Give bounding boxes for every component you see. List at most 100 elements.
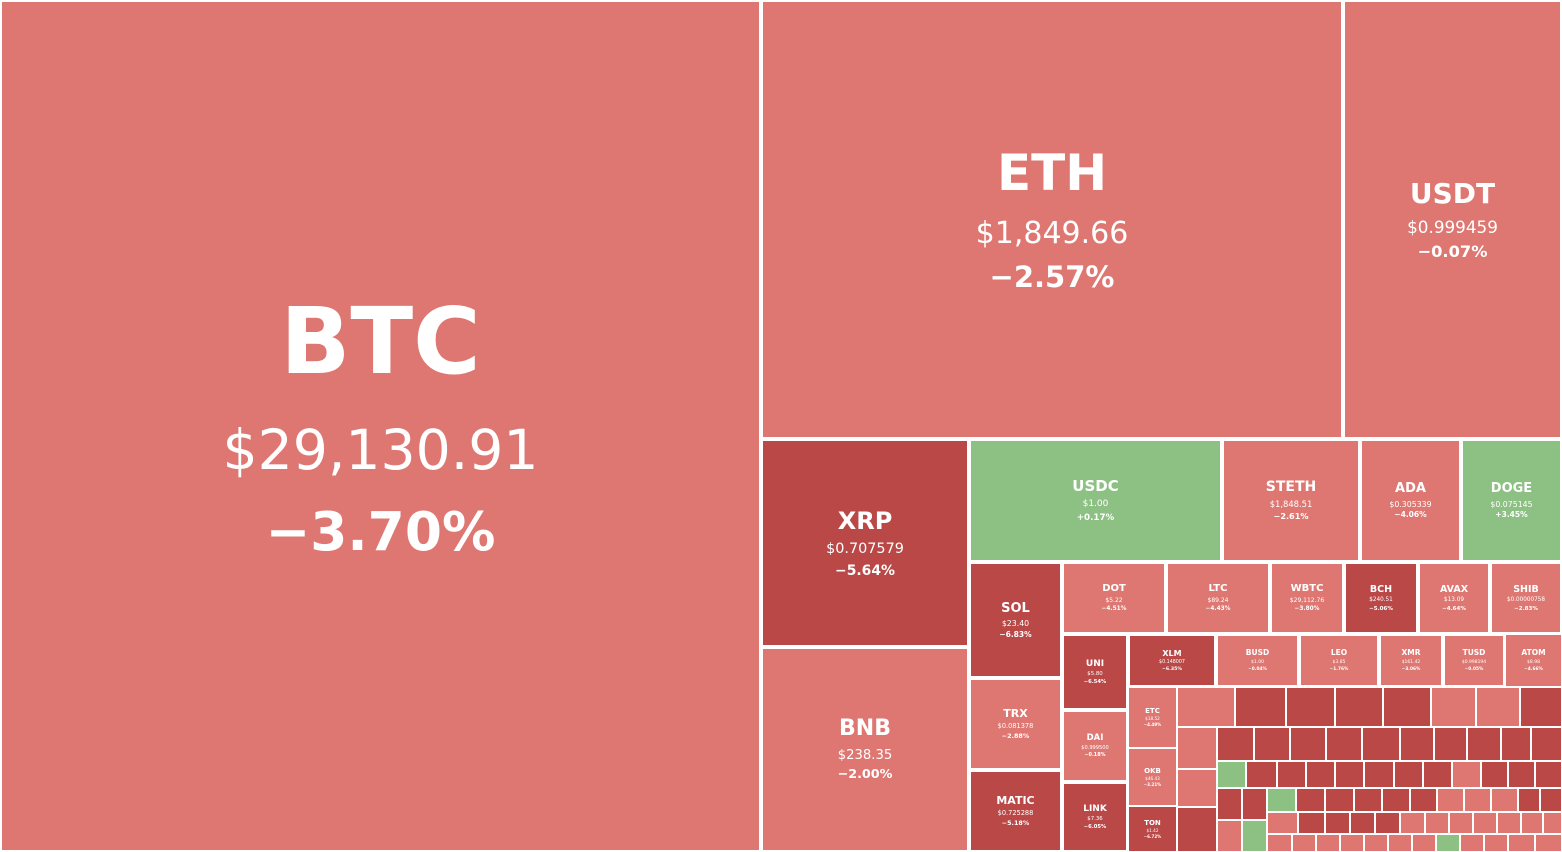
treemap-tile[interactable]: [1497, 812, 1521, 834]
treemap-tile[interactable]: [1388, 834, 1412, 852]
treemap-tile[interactable]: [1484, 834, 1508, 852]
treemap-tile[interactable]: [1508, 761, 1535, 788]
treemap-tile-tusd[interactable]: TUSD $0.998194 −0.05%: [1443, 634, 1505, 687]
treemap-tile[interactable]: [1217, 788, 1242, 820]
treemap-tile[interactable]: [1326, 727, 1362, 761]
treemap-tile-usdt[interactable]: USDT $0.999459 −0.07%: [1343, 0, 1562, 439]
treemap-tile-matic[interactable]: MATIC $0.725288 −5.18%: [969, 770, 1062, 852]
treemap-tile[interactable]: [1298, 812, 1325, 834]
treemap-tile[interactable]: [1340, 834, 1364, 852]
treemap-tile[interactable]: [1535, 761, 1562, 788]
treemap-tile-link[interactable]: LINK $7.36 −6.05%: [1062, 782, 1128, 852]
treemap-tile[interactable]: [1277, 761, 1306, 788]
treemap-tile[interactable]: [1325, 788, 1354, 812]
treemap-tile[interactable]: [1540, 788, 1562, 812]
treemap-tile-sol[interactable]: SOL $23.40 −6.83%: [969, 562, 1062, 678]
treemap-tile[interactable]: [1464, 788, 1491, 812]
treemap-tile[interactable]: [1286, 687, 1335, 727]
treemap-tile[interactable]: [1531, 727, 1562, 761]
treemap-tile[interactable]: [1410, 788, 1437, 812]
treemap-tile-bch[interactable]: BCH $240.51 −5.06%: [1344, 562, 1418, 634]
treemap-tile[interactable]: [1520, 687, 1562, 727]
treemap-tile[interactable]: [1452, 761, 1481, 788]
treemap-tile-xlm[interactable]: XLM $0.148007 −6.35%: [1128, 634, 1216, 687]
treemap-tile-dot[interactable]: DOT $5.22 −4.51%: [1062, 562, 1166, 634]
treemap-tile[interactable]: [1290, 727, 1326, 761]
treemap-tile[interactable]: [1518, 788, 1540, 812]
treemap-tile-okb[interactable]: OKB $46.43 −3.21%: [1128, 748, 1177, 806]
treemap-tile[interactable]: [1364, 761, 1394, 788]
treemap-tile[interactable]: [1434, 727, 1467, 761]
treemap-tile[interactable]: [1431, 687, 1476, 727]
treemap-tile-doge[interactable]: DOGE $0.075145 +3.45%: [1461, 439, 1562, 562]
treemap-tile[interactable]: [1242, 820, 1267, 852]
treemap-tile-xmr[interactable]: XMR $161.42 −3.06%: [1379, 634, 1443, 687]
treemap-tile[interactable]: [1217, 727, 1254, 761]
treemap-tile[interactable]: [1177, 807, 1217, 852]
treemap-tile[interactable]: [1316, 834, 1340, 852]
treemap-tile[interactable]: [1460, 834, 1484, 852]
treemap-tile[interactable]: [1335, 687, 1383, 727]
treemap-tile[interactable]: [1246, 761, 1277, 788]
treemap-tile-steth[interactable]: STETH $1,848.51 −2.61%: [1222, 439, 1360, 562]
treemap-tile[interactable]: [1267, 812, 1298, 834]
treemap-tile-bnb[interactable]: BNB $238.35 −2.00%: [761, 647, 969, 852]
treemap-tile[interactable]: [1306, 761, 1335, 788]
treemap-tile[interactable]: [1543, 812, 1562, 834]
treemap-tile[interactable]: [1535, 834, 1562, 852]
treemap-tile[interactable]: [1217, 820, 1242, 852]
treemap-tile-leo[interactable]: LEO $3.85 −1.76%: [1299, 634, 1379, 687]
treemap-tile-ton[interactable]: TON $1.42 −6.72%: [1128, 806, 1177, 852]
treemap-tile[interactable]: [1423, 761, 1452, 788]
treemap-tile[interactable]: [1467, 727, 1501, 761]
treemap-tile-shib[interactable]: SHIB $0.00000758 −2.83%: [1490, 562, 1562, 634]
treemap-tile[interactable]: [1325, 812, 1350, 834]
treemap-tile-busd[interactable]: BUSD $1.00 −0.04%: [1216, 634, 1299, 687]
treemap-tile-usdc[interactable]: USDC $1.00 +0.17%: [969, 439, 1222, 562]
treemap-tile[interactable]: [1375, 812, 1400, 834]
treemap-tile[interactable]: [1177, 727, 1217, 769]
treemap-tile-btc[interactable]: BTC $29,130.91 −3.70%: [0, 0, 761, 852]
treemap-tile[interactable]: [1267, 834, 1292, 852]
treemap-tile[interactable]: [1436, 834, 1460, 852]
treemap-tile-uni[interactable]: UNI $5.80 −6.54%: [1062, 634, 1128, 710]
treemap-tile[interactable]: [1362, 727, 1400, 761]
treemap-tile-wbtc[interactable]: WBTC $29,112.76 −3.80%: [1270, 562, 1344, 634]
treemap-tile[interactable]: [1382, 788, 1410, 812]
treemap-tile[interactable]: [1354, 788, 1382, 812]
treemap-tile[interactable]: [1508, 834, 1535, 852]
treemap-tile-trx[interactable]: TRX $0.081378 −2.88%: [969, 678, 1062, 770]
treemap-tile[interactable]: [1400, 727, 1434, 761]
treemap-tile[interactable]: [1267, 788, 1296, 812]
treemap-tile[interactable]: [1501, 727, 1531, 761]
treemap-tile-atom[interactable]: ATOM $8.98 −4.66%: [1505, 634, 1562, 687]
treemap-tile[interactable]: [1177, 769, 1217, 807]
treemap-tile[interactable]: [1335, 761, 1364, 788]
treemap-tile[interactable]: [1449, 812, 1473, 834]
treemap-tile[interactable]: [1394, 761, 1423, 788]
treemap-tile-eth[interactable]: ETH $1,849.66 −2.57%: [761, 0, 1343, 439]
treemap-tile-ltc[interactable]: LTC $89.24 −4.43%: [1166, 562, 1270, 634]
treemap-tile[interactable]: [1254, 727, 1290, 761]
treemap-tile[interactable]: [1242, 788, 1267, 820]
treemap-tile[interactable]: [1400, 812, 1425, 834]
treemap-tile[interactable]: [1235, 687, 1286, 727]
treemap-tile[interactable]: [1476, 687, 1520, 727]
treemap-tile[interactable]: [1473, 812, 1497, 834]
treemap-tile-ada[interactable]: ADA $0.305339 −4.06%: [1360, 439, 1461, 562]
treemap-tile-avax[interactable]: AVAX $13.09 −4.64%: [1418, 562, 1490, 634]
treemap-tile[interactable]: [1491, 788, 1518, 812]
treemap-tile[interactable]: [1296, 788, 1325, 812]
treemap-tile-etc[interactable]: ETC $18.52 −4.49%: [1128, 687, 1177, 748]
treemap-tile[interactable]: [1364, 834, 1388, 852]
treemap-tile[interactable]: [1217, 761, 1246, 788]
treemap-tile[interactable]: [1350, 812, 1375, 834]
treemap-tile[interactable]: [1481, 761, 1508, 788]
treemap-tile[interactable]: [1177, 687, 1235, 727]
treemap-tile[interactable]: [1437, 788, 1464, 812]
treemap-tile[interactable]: [1425, 812, 1449, 834]
treemap-tile[interactable]: [1292, 834, 1316, 852]
treemap-tile[interactable]: [1383, 687, 1431, 727]
treemap-tile-xrp[interactable]: XRP $0.707579 −5.64%: [761, 439, 969, 647]
treemap-tile[interactable]: [1521, 812, 1543, 834]
